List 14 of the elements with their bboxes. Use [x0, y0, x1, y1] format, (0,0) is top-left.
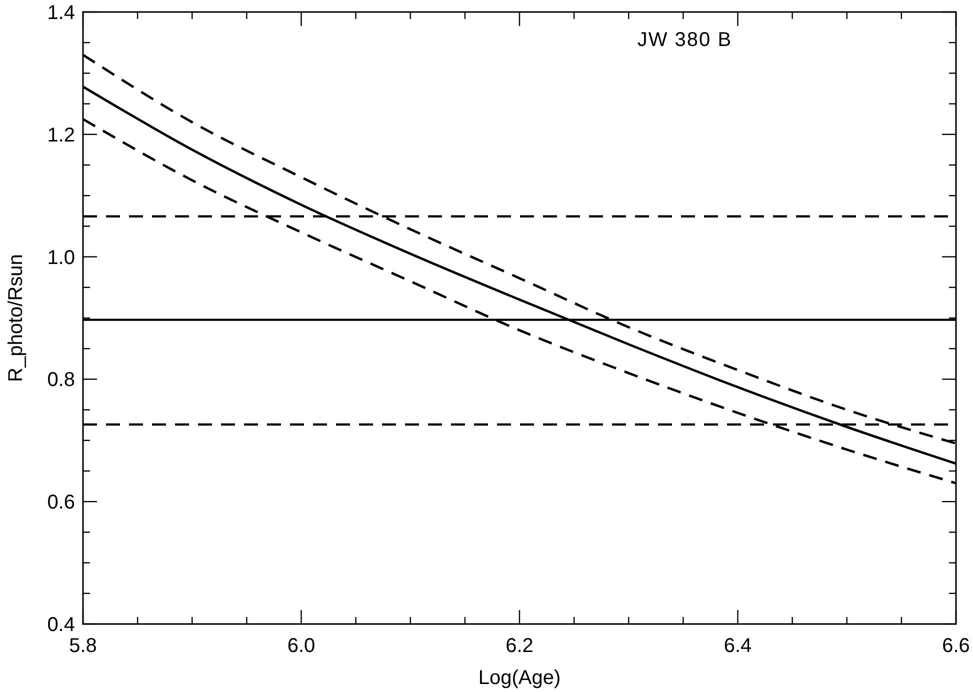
y-tick-label: 1.2	[47, 124, 75, 146]
y-tick-label: 0.4	[47, 614, 75, 636]
x-tick-label: 6.2	[506, 635, 534, 657]
x-tick-label: 5.8	[69, 635, 97, 657]
y-tick-label: 0.6	[47, 492, 75, 514]
y-tick-label: 1.0	[47, 246, 75, 269]
y-axis-title: R_photo/Rsun	[5, 254, 27, 382]
y-tick-label: 1.4	[47, 2, 75, 24]
x-tick-label: 6.4	[724, 635, 752, 657]
x-tick-label: 6.0	[287, 635, 316, 657]
y-tick-label: 0.8	[47, 369, 75, 392]
x-axis-title: Log(Age)	[478, 667, 561, 689]
x-tick-label: 6.6	[942, 635, 970, 657]
annotation: JW 380 B	[637, 29, 732, 51]
